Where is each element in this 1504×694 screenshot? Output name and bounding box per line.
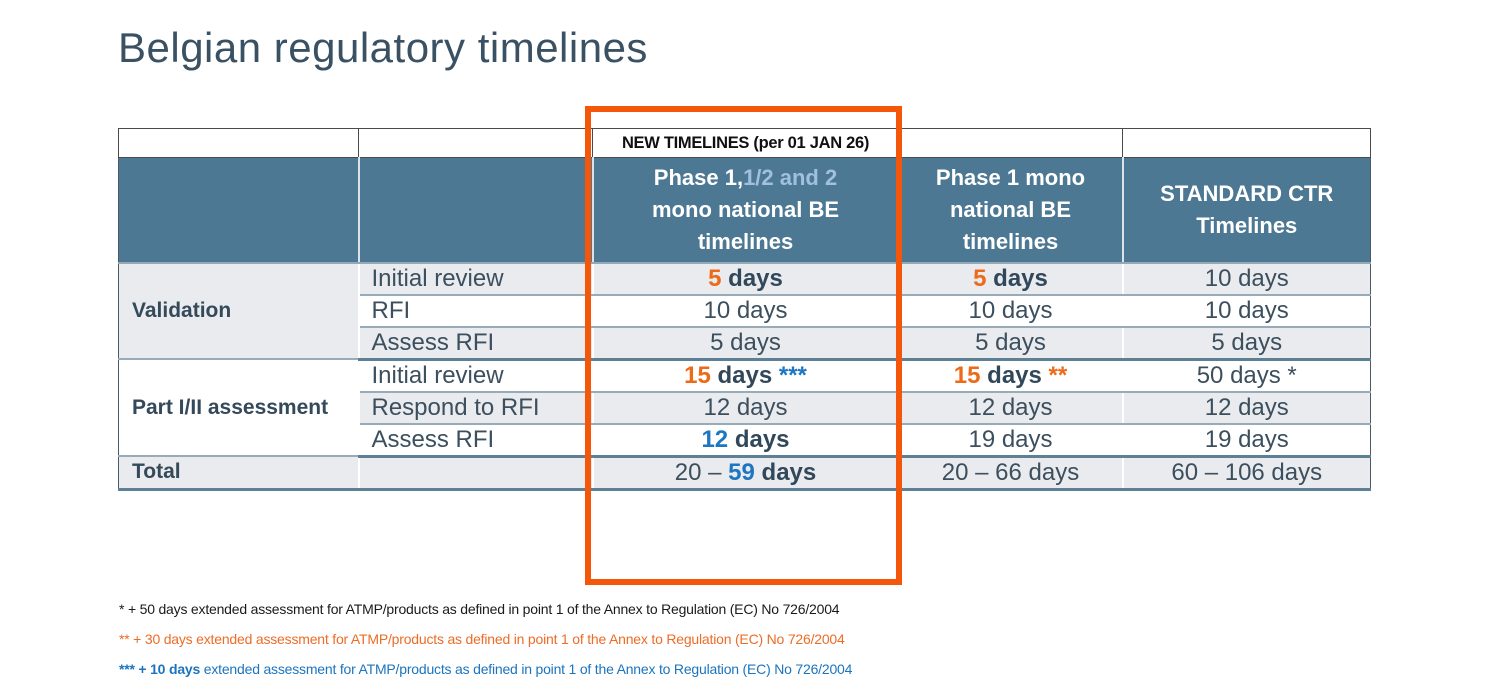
value-unit: days [728,425,790,453]
header-text: Phase 1, [653,164,744,190]
category-cell-part-assessment: Part I/II assessment [118,359,360,457]
table-row: Validation Initial review 5 days 5 days … [118,262,1371,360]
value-cell: 60 – 106 days [1122,456,1371,491]
header-cell-category [118,157,360,264]
header-text: mono national BE [652,196,839,222]
footnote-2: ** + 30 days extended assessment for ATM… [119,631,845,647]
regulatory-timelines-table: NEW TIMELINES (per 01 JAN 26) Phase 1,1/… [118,128,1371,491]
value-number: 15 [684,361,711,389]
banner-empty-cell [118,128,359,158]
footnote-3-bold: *** + 10 days [119,661,201,677]
step-cell: Initial review [358,262,594,296]
header-cell-step [358,157,594,264]
banner-empty-cell [358,128,593,158]
step-cell: Initial review [358,359,594,393]
value-cell: 12 days [1122,391,1371,425]
value-cell: 5 days [592,326,900,361]
banner-empty-cell [1122,128,1371,158]
header-cell-standard-ctr: STANDARD CTR Timelines [1122,157,1371,264]
table-row: RFI 10 days 10 days 10 days [119,294,1371,328]
value-cell: 10 days [592,294,900,328]
table-row: Respond to RFI 12 days 12 days 12 days [119,391,1371,425]
footnote-marker: ** [1048,361,1068,389]
footnote-3-rest: extended assessment for ATMP/products as… [200,661,853,677]
step-cell: Assess RFI [358,326,594,361]
header-text-light: 1/2 and 2 [743,164,838,190]
category-cell-total: Total [118,456,360,491]
footnotes: * + 50 days extended assessment for ATMP… [119,600,852,690]
step-cell: Respond to RFI [358,391,594,425]
step-cell [358,456,594,491]
value-cell: 10 days [898,294,1124,328]
value-cell: 5 days [1122,326,1371,361]
step-cell: RFI [358,294,594,328]
value-unit: days [754,458,817,486]
header-row: Phase 1,1/2 and 2 mono national BE timel… [118,157,1371,264]
value-unit: days [710,361,779,389]
value-cell: 10 days [1122,294,1371,328]
table-row: Assess RFI 5 days 5 days 5 days [119,326,1371,361]
value-number: 59 [728,458,755,486]
value-cell: 20 – 66 days [898,456,1124,491]
value-cell: 12 days [592,391,900,425]
table-row: Assess RFI 12 days 19 days 19 days [119,423,1371,458]
value-number: 5 [973,264,987,292]
value-cell: 19 days [898,423,1124,458]
header-cell-phase1-12-2: Phase 1,1/2 and 2 mono national BE timel… [592,157,900,264]
value-cell: 12 days [592,423,900,458]
header-cell-phase1-mono: Phase 1 mono national BE timelines [898,157,1124,264]
value-unit: days [721,264,783,292]
value-cell: 19 days [1122,423,1371,458]
table-row: Part I/II assessment Initial review 15 d… [118,359,1371,457]
value-cell: 5 days [592,262,900,296]
value-range: 20 – [674,458,729,486]
category-cell-validation: Validation [118,262,360,360]
value-cell: 15 days *** [592,359,900,393]
new-timelines-banner: NEW TIMELINES (per 01 JAN 26) [592,128,899,158]
total-row: Total 20 – 59 days 20 – 66 days 60 – 106… [118,456,1371,491]
value-number: 12 [701,425,729,453]
banner-empty-cell [898,128,1123,158]
value-number: 15 [953,361,981,389]
value-unit: days [980,361,1049,389]
footnote-3: *** + 10 days extended assessment for AT… [119,660,852,679]
value-number: 5 [708,264,722,292]
value-unit: days [986,264,1048,292]
value-cell: 10 days [1122,262,1371,296]
value-cell: 5 days [898,326,1124,361]
value-cell: 15 days ** [898,359,1124,393]
header-text: timelines [697,228,794,254]
value-cell: 50 days * [1122,359,1371,393]
footnote-1: * + 50 days extended assessment for ATMP… [119,601,840,617]
value-cell: 5 days [898,262,1124,296]
value-cell: 20 – 59 days [592,456,900,491]
footnote-marker: *** [778,361,807,389]
banner-row: NEW TIMELINES (per 01 JAN 26) [118,128,1371,158]
page-title: Belgian regulatory timelines [118,24,648,71]
step-cell: Assess RFI [358,423,594,458]
value-cell: 12 days [898,391,1124,425]
